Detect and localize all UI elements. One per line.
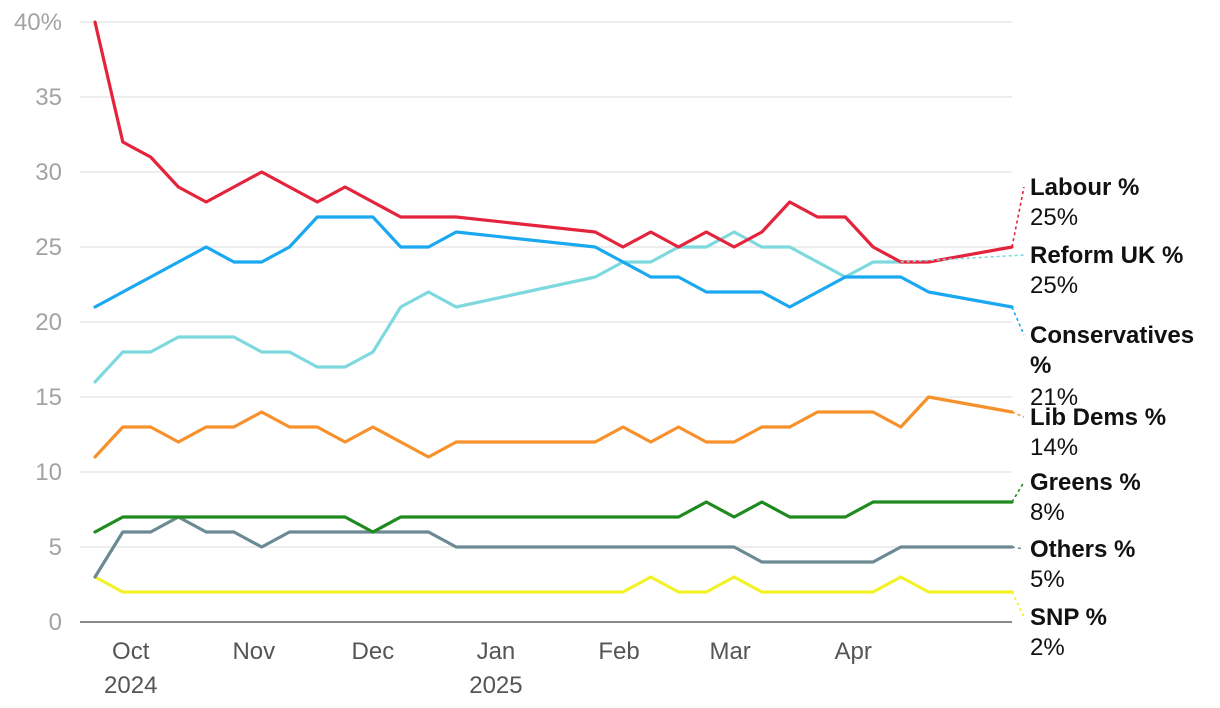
- leader-line-greens: [1011, 481, 1025, 503]
- legend-name-others: Others %: [1030, 536, 1135, 563]
- y-tick-label-20: 20: [35, 309, 62, 336]
- x-tick-year-2025: 2025: [469, 672, 522, 699]
- x-tick-label-oct: Oct: [112, 638, 150, 665]
- legend-name-lib-dems: Lib Dems %: [1030, 404, 1166, 431]
- series-line-conservatives: [93, 215, 1014, 309]
- legend-value-lib-dems: 14%: [1030, 434, 1078, 461]
- series-end-labels: Labour % 25% Reform UK % 25% Conservatives% 2…: [900, 174, 1194, 661]
- series-line-lib-dems: [93, 395, 1014, 459]
- legend-name-labour: Labour %: [1030, 174, 1139, 201]
- x-axis-tick-labels: Oct 2024 Nov Dec Jan 2025 Feb Mar Apr: [104, 638, 872, 699]
- legend-name-suffix-conservatives: %: [1030, 352, 1051, 379]
- leader-line-reform-uk: [900, 254, 1025, 263]
- legend-name-reform-uk: Reform UK %: [1030, 242, 1183, 269]
- legend-value-labour: 25%: [1030, 204, 1078, 231]
- series-line-others: [93, 515, 1014, 579]
- leader-line-conservatives: [1011, 306, 1025, 336]
- x-tick-label-feb: Feb: [598, 638, 639, 665]
- legend-value-reform-uk: 25%: [1030, 272, 1078, 299]
- series-line-labour: [93, 20, 1014, 264]
- gridlines: [80, 21, 1012, 623]
- y-tick-label-0: 0: [49, 609, 62, 636]
- x-tick-label-apr: Apr: [835, 638, 872, 665]
- y-tick-label-5: 5: [49, 534, 62, 561]
- y-axis-tick-labels: 0 5 10 15 20 25 30 35 40%: [14, 9, 62, 636]
- series-lines: [93, 20, 1014, 594]
- leader-line-labour: [1011, 186, 1025, 248]
- leader-line-others: [1011, 546, 1025, 550]
- y-tick-label-30: 30: [35, 159, 62, 186]
- y-tick-label-25: 25: [35, 234, 62, 261]
- legend-name-conservatives: Conservatives: [1030, 322, 1194, 349]
- y-tick-label-35: 35: [35, 84, 62, 111]
- leader-line-lib-dems: [1011, 411, 1025, 418]
- y-tick-label-15: 15: [35, 384, 62, 411]
- x-tick-label-jan: Jan: [477, 638, 516, 665]
- series-line-greens: [93, 500, 1014, 534]
- y-tick-label-10: 10: [35, 459, 62, 486]
- x-tick-label-nov: Nov: [232, 638, 275, 665]
- x-tick-label-dec: Dec: [352, 638, 395, 665]
- legend-value-others: 5%: [1030, 566, 1065, 593]
- x-tick-label-mar: Mar: [709, 638, 750, 665]
- x-tick-year-2024: 2024: [104, 672, 157, 699]
- series-line-reform-uk: [93, 230, 903, 384]
- legend-value-snp: 2%: [1030, 634, 1065, 661]
- leader-line-snp: [1011, 591, 1025, 618]
- legend-value-greens: 8%: [1030, 499, 1065, 526]
- legend-name-snp: SNP %: [1030, 604, 1107, 631]
- y-tick-label-40: 40%: [14, 9, 62, 36]
- series-line-snp: [93, 575, 1014, 594]
- legend-value-conservatives: 21%: [1030, 384, 1078, 411]
- legend-name-greens: Greens %: [1030, 469, 1141, 496]
